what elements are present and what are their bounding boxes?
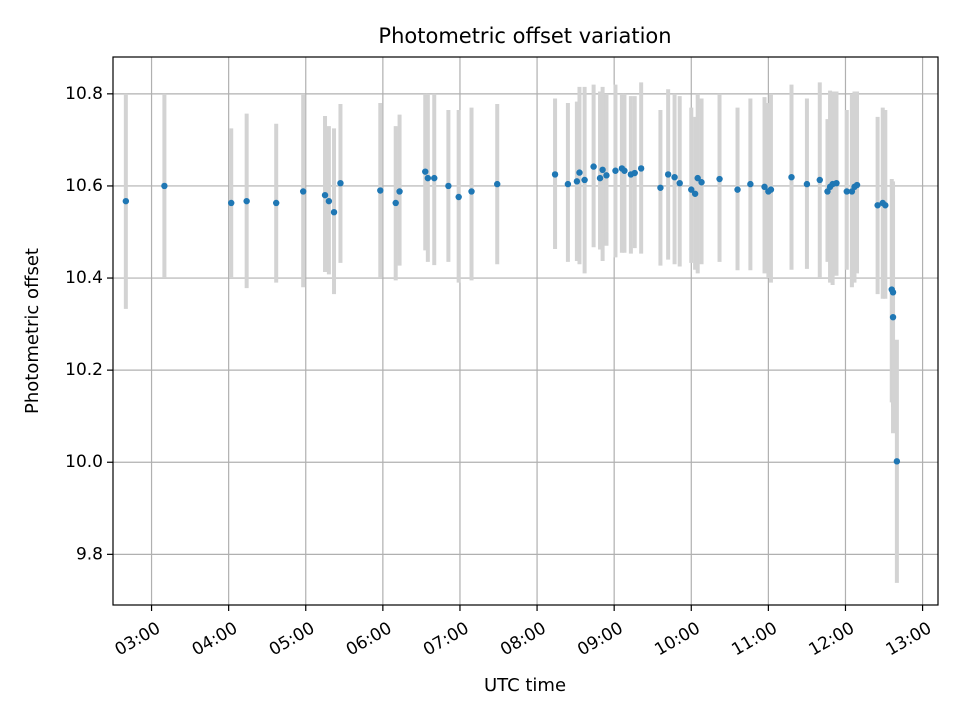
data-point [445,182,452,190]
data-point [161,182,168,190]
y-axis-ticks: 9.8 10.0 10.2 10.4 10.6 10.8 [65,84,113,564]
data-point [691,190,699,197]
data-point [893,458,901,465]
data-point [581,176,588,184]
data-point [882,202,889,209]
data-point [889,313,897,321]
data-point [243,197,250,205]
data-point [596,174,604,182]
data-point [392,199,399,207]
data-point [747,180,754,188]
data-point [803,180,811,188]
data-point [676,179,683,187]
chart-title: Photometric offset variation [378,24,671,48]
grid [113,57,938,605]
data-point [698,179,705,186]
data-point [377,187,384,194]
data-point [599,166,606,174]
plot-area-frame [112,56,939,606]
data-point [590,163,597,170]
data-point [874,202,881,209]
data-point [889,289,897,296]
y-tick-label: 10.2 [65,360,103,380]
data-point [853,181,861,189]
data-point [612,167,619,174]
x-axis-label: UTC time [484,675,566,696]
y-tick-label: 10.6 [65,176,103,196]
data-point [273,199,280,207]
y-tick-label: 10.8 [65,84,103,104]
data-point [494,180,501,188]
y-axis-label: Photometric offset [22,248,43,414]
data-point [468,188,475,195]
data-point [122,197,130,205]
data-point [761,183,768,191]
data-point [657,184,664,191]
data-point [576,169,583,176]
y-tick-label: 10.4 [65,268,103,288]
data-points [122,163,901,465]
data-point [843,188,850,195]
data-point [321,191,329,199]
data-point [299,188,307,195]
data-point [621,167,628,174]
data-point [816,176,823,184]
data-point [767,186,775,193]
data-point [396,188,403,195]
data-point [431,174,438,182]
y-tick-label: 9.8 [76,544,103,564]
data-point [694,174,701,182]
data-point [716,175,723,183]
data-point [637,165,645,172]
y-tick-label: 10.0 [65,452,103,472]
data-point [337,179,344,187]
data-point [330,208,338,216]
data-point [664,171,672,178]
data-point [671,173,678,181]
data-point [833,179,840,187]
data-point [422,168,429,175]
data-point [325,197,333,205]
data-point [603,172,610,179]
data-point [688,186,695,193]
data-point [455,193,462,201]
data-point [573,178,581,185]
data-point [631,169,638,177]
data-point [551,171,559,178]
data-point [788,173,795,181]
data-point [424,174,432,182]
data-point [734,186,741,193]
data-point [228,199,235,207]
data-point [564,180,572,188]
